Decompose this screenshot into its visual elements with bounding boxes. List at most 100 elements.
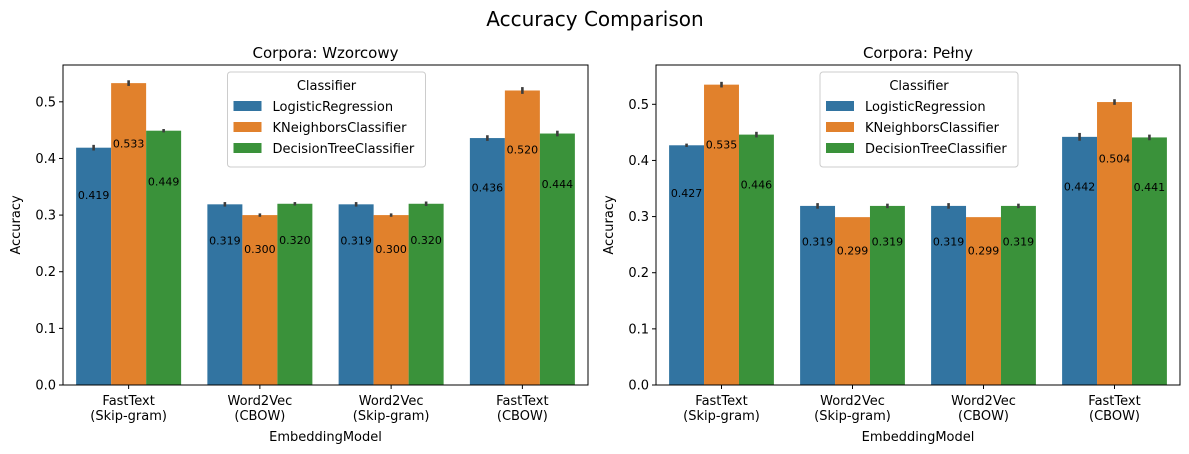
bar (373, 215, 409, 385)
bar-value-label: 0.319 (1003, 236, 1035, 249)
legend-entry: LogisticRegression (865, 100, 986, 115)
x-tick-label: (Skip-gram) (353, 409, 430, 424)
bar (504, 90, 540, 385)
y-tick-label: 0.1 (628, 322, 649, 337)
bar-value-label: 0.319 (802, 236, 834, 249)
bar (207, 204, 243, 385)
x-axis-label: EmbeddingModel (862, 430, 975, 445)
bar (669, 145, 705, 385)
x-tick-label: (CBOW) (958, 409, 1009, 424)
bar-value-label: 0.300 (244, 243, 276, 256)
bar (800, 205, 836, 385)
y-tick-label: 0.3 (35, 209, 56, 224)
x-tick-label: (CBOW) (497, 409, 548, 424)
y-tick-label: 0.4 (35, 152, 56, 167)
y-tick-label: 0.4 (628, 154, 649, 169)
x-tick-label: FastText (1088, 394, 1140, 409)
axes-frame (655, 64, 1181, 386)
bar (1097, 102, 1132, 385)
panel-title: Corpora: Wzorcowy (253, 44, 399, 62)
bar-value-label: 0.436 (472, 181, 504, 194)
subplot-wzorcowy: Corpora: Wzorcowy 0.0 0.1 0.2 0.3 0.4 0.5 Accur… (9, 44, 589, 445)
bar-value-label: 0.299 (837, 245, 869, 258)
bar (931, 205, 967, 385)
bar-value-label: 0.446 (741, 179, 773, 192)
x-tick-label: (Skip-gram) (683, 409, 760, 424)
bar-value-label: 0.319 (209, 234, 241, 247)
x-tick-label: Word2Vec (359, 394, 424, 409)
y-tick-label: 0.3 (628, 210, 649, 225)
x-tick-label: (CBOW) (234, 409, 285, 424)
bar (242, 215, 278, 385)
bar-value-label: 0.504 (1099, 153, 1131, 166)
y-tick-label: 0.0 (35, 379, 56, 394)
panel-title: Corpora: Pełny (863, 44, 973, 62)
bar (738, 134, 774, 385)
legend-swatch (233, 143, 262, 153)
x-tick-label: (CBOW) (1089, 409, 1140, 424)
bar-value-label: 0.442 (1064, 180, 1096, 193)
x-tick-label: Word2Vec (228, 394, 293, 409)
y-tick-label: 0.0 (628, 379, 649, 394)
legend-swatch (826, 122, 854, 132)
x-axis-label: EmbeddingModel (269, 430, 382, 445)
bar-value-label: 0.320 (279, 234, 311, 247)
bar-value-label: 0.449 (148, 176, 180, 189)
bar-value-label: 0.319 (933, 236, 965, 249)
bar (835, 217, 870, 385)
bar (704, 84, 739, 386)
bar-value-label: 0.319 (340, 234, 372, 247)
y-tick-label: 0.2 (35, 265, 56, 280)
bar-value-label: 0.520 (507, 143, 539, 156)
bar-value-label: 0.533 (113, 137, 145, 150)
figure-title: Accuracy Comparison (486, 7, 703, 31)
legend-entry: KNeighborsClassifier (865, 121, 1000, 136)
y-tick-label: 0.1 (35, 322, 56, 337)
legend-entry: LogisticRegression (273, 100, 394, 115)
bar (277, 203, 313, 385)
legend-entry: DecisionTreeClassifier (865, 142, 1007, 157)
legend-swatch (826, 143, 854, 153)
bar (111, 83, 147, 385)
legend-box (227, 71, 426, 168)
subplot-pelny: Corpora: Pełny 0.0 0.1 0.2 0.3 0.4 0.5 Accuracy… (602, 44, 1181, 445)
bar-value-label: 0.441 (1134, 181, 1166, 194)
legend: Classifier LogisticRegression KNeighborsCl… (227, 71, 426, 168)
legend-entry: KNeighborsClassifier (273, 121, 408, 136)
legend: Classifier LogisticRegression KNeighborsCl… (819, 71, 1019, 168)
bar-value-label: 0.320 (410, 234, 442, 247)
bar (539, 133, 575, 385)
bar-value-label: 0.419 (78, 189, 110, 202)
bar-value-label: 0.300 (375, 243, 407, 256)
x-tick-label: Word2Vec (951, 394, 1016, 409)
bar-value-label: 0.299 (968, 245, 1000, 258)
bar (76, 147, 112, 385)
x-tick-label: (Skip-gram) (90, 409, 167, 424)
bar (469, 138, 505, 385)
legend-title: Classifier (297, 79, 357, 94)
bar (966, 217, 1001, 385)
bar (408, 203, 444, 385)
bar (1000, 205, 1036, 385)
bar-value-label: 0.427 (671, 187, 703, 200)
y-tick-label: 0.5 (628, 98, 649, 113)
x-tick-label: Word2Vec (820, 394, 885, 409)
y-tick-label: 0.5 (35, 95, 56, 110)
bar (338, 204, 374, 385)
x-tick-label: (Skip-gram) (814, 409, 891, 424)
y-tick-label: 0.2 (628, 266, 649, 281)
legend-swatch (826, 101, 854, 111)
bar (869, 205, 905, 385)
bar (1131, 137, 1167, 385)
bar-value-label: 0.319 (872, 236, 904, 249)
legend-swatch (233, 122, 262, 132)
axes-frame (62, 64, 589, 386)
x-tick-label: FastText (496, 394, 548, 409)
legend-swatch (233, 101, 262, 111)
legend-title: Classifier (889, 79, 949, 94)
bar-value-label: 0.535 (706, 139, 738, 152)
x-tick-label: FastText (695, 394, 747, 409)
y-axis-label: Accuracy (602, 195, 617, 255)
bar (1062, 136, 1098, 385)
